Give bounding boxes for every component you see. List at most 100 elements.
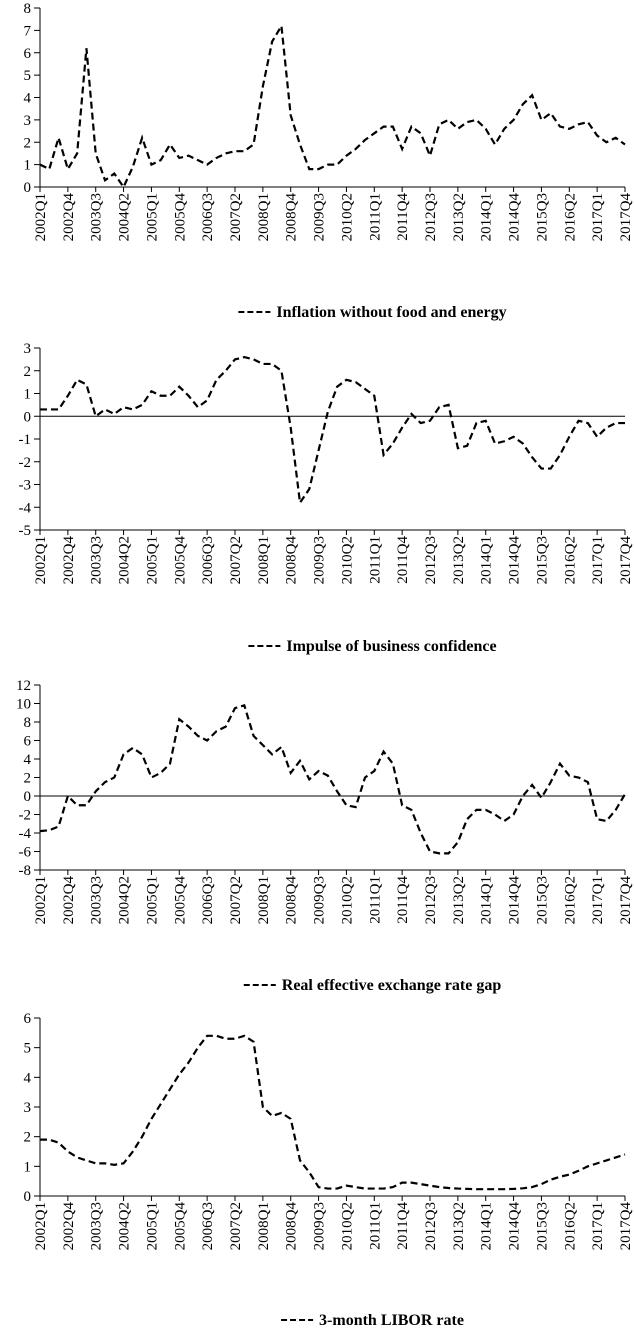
x-tick-label: 2016Q2 [562, 193, 578, 241]
x-tick-label: 2008Q1 [256, 536, 272, 584]
y-tick-label: -3 [19, 478, 32, 494]
x-tick-label: 2011Q4 [395, 1202, 411, 1250]
y-tick-label: 3 [24, 341, 32, 357]
y-tick-label: 1 [24, 387, 32, 403]
x-tick-label: 2012Q3 [423, 536, 439, 584]
legend-label: 3-month LIBOR rate [319, 1312, 464, 1329]
x-tick-label: 2008Q1 [256, 1202, 272, 1250]
x-tick-label: 2003Q3 [89, 876, 105, 924]
x-tick-label: 2002Q4 [61, 876, 77, 925]
x-tick-label: 2013Q2 [451, 1202, 467, 1250]
x-tick-label: 2016Q2 [562, 876, 578, 924]
x-tick-label: 2008Q4 [284, 876, 300, 925]
x-tick-label: 2010Q2 [339, 536, 355, 584]
y-tick-label: 5 [24, 1041, 32, 1057]
x-tick-label: 2009Q3 [312, 876, 328, 924]
y-tick-label: -1 [19, 432, 32, 448]
x-tick-label: 2017Q4 [618, 536, 634, 585]
x-tick-label: 2017Q4 [618, 1202, 634, 1251]
y-tick-label: 10 [16, 697, 31, 713]
x-tick-label: 2004Q2 [117, 876, 133, 924]
x-tick-label: 2009Q3 [312, 1202, 328, 1250]
x-tick-label: 2008Q1 [256, 193, 272, 241]
x-tick-label: 2006Q3 [200, 536, 216, 584]
x-tick-label: 2003Q3 [89, 193, 105, 241]
x-tick-label: 2004Q2 [117, 193, 133, 241]
x-tick-label: 2015Q3 [534, 536, 550, 584]
x-tick-label: 2007Q2 [228, 1202, 244, 1250]
x-tick-label: 2005Q1 [144, 536, 160, 584]
x-tick-label: 2014Q4 [507, 1202, 523, 1251]
x-tick-label: 2002Q1 [33, 876, 49, 924]
x-tick-label: 2005Q1 [144, 193, 160, 241]
y-tick-label: 0 [24, 180, 32, 196]
x-tick-label: 2011Q1 [367, 876, 383, 924]
x-tick-label: 2017Q1 [590, 1202, 606, 1250]
y-tick-label: 2 [24, 1130, 32, 1146]
x-tick-label: 2008Q4 [284, 536, 300, 585]
x-tick-label: 2016Q2 [562, 1202, 578, 1250]
x-tick-label: 2005Q1 [144, 1202, 160, 1250]
data-line [40, 1034, 626, 1191]
x-tick-label: 2015Q3 [534, 876, 550, 924]
x-tick-label: 2014Q1 [479, 536, 495, 584]
x-tick-label: 2017Q4 [618, 193, 634, 242]
x-tick-label: 2015Q3 [534, 1202, 550, 1250]
legend-label: Impulse of business confidence [286, 638, 496, 655]
x-tick-label: 2011Q1 [367, 1202, 383, 1250]
x-tick-label: 2012Q3 [423, 1202, 439, 1250]
y-tick-label: 2 [24, 135, 32, 151]
y-tick-label: 6 [24, 1011, 32, 1027]
x-tick-label: 2017Q4 [618, 876, 634, 925]
x-tick-label: 2010Q2 [339, 876, 355, 924]
y-tick-label: 4 [24, 752, 32, 768]
x-tick-label: 2011Q4 [395, 536, 411, 584]
x-tick-label: 2014Q1 [479, 1202, 495, 1250]
y-tick-label: 12 [16, 678, 31, 694]
x-tick-label: 2014Q4 [507, 536, 523, 585]
y-tick-label: -4 [19, 500, 32, 516]
y-tick-label: 0 [24, 409, 32, 425]
x-tick-label: 2002Q1 [33, 193, 49, 241]
legend-label: Inflation without food and energy [276, 304, 506, 321]
y-tick-label: 6 [24, 46, 32, 62]
y-tick-label: 4 [24, 91, 32, 107]
x-tick-label: 2016Q2 [562, 536, 578, 584]
x-tick-label: 2011Q1 [367, 536, 383, 584]
x-tick-label: 2002Q4 [61, 1202, 77, 1251]
y-tick-label: 1 [24, 1159, 32, 1175]
x-tick-label: 2006Q3 [200, 193, 216, 241]
x-tick-label: 2012Q3 [423, 193, 439, 241]
x-tick-label: 2014Q1 [479, 876, 495, 924]
x-tick-label: 2004Q2 [117, 536, 133, 584]
x-tick-label: 2005Q4 [172, 1202, 188, 1251]
x-tick-label: 2008Q4 [284, 1202, 300, 1251]
x-tick-label: 2007Q2 [228, 876, 244, 924]
x-tick-label: 2012Q3 [423, 876, 439, 924]
y-tick-label: 8 [24, 1, 32, 17]
y-tick-label: 6 [24, 734, 32, 750]
x-tick-label: 2005Q4 [172, 536, 188, 585]
x-tick-label: 2004Q2 [117, 1202, 133, 1250]
x-tick-label: 2005Q4 [172, 193, 188, 242]
x-tick-label: 2010Q2 [339, 1202, 355, 1250]
data-line [39, 22, 626, 190]
x-tick-label: 2017Q1 [590, 193, 606, 241]
y-tick-label: 3 [24, 1100, 32, 1116]
y-tick-label: 4 [24, 1070, 32, 1086]
x-tick-label: 2015Q3 [534, 193, 550, 241]
x-tick-label: 2010Q2 [339, 193, 355, 241]
y-tick-label: -6 [19, 845, 32, 861]
y-tick-label: 7 [24, 23, 32, 39]
x-tick-label: 2013Q2 [451, 876, 467, 924]
y-tick-label: -2 [19, 808, 32, 824]
x-tick-label: 2011Q4 [395, 193, 411, 241]
y-tick-label: 5 [24, 68, 32, 84]
y-tick-label: 2 [24, 364, 32, 380]
y-tick-label: 1 [24, 158, 32, 174]
x-tick-label: 2014Q1 [479, 193, 495, 241]
x-tick-label: 2017Q1 [590, 536, 606, 584]
x-tick-label: 2009Q3 [312, 193, 328, 241]
x-tick-label: 2005Q4 [172, 876, 188, 925]
